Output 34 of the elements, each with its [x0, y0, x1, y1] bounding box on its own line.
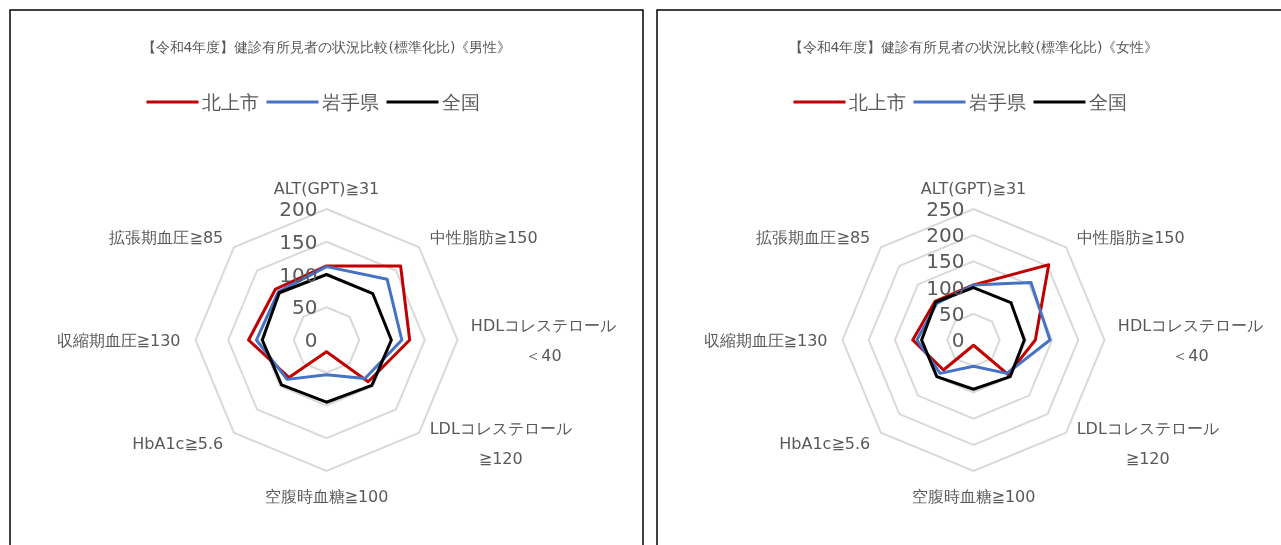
spoke-label: 収縮期血圧≧130	[703, 331, 828, 350]
spoke-label: 中性脂肪≧150	[429, 227, 538, 247]
spoke-label: 空腹時血糖≧100	[264, 487, 389, 506]
y-tick-label: 250	[926, 197, 965, 221]
y-tick-label: 0	[951, 328, 965, 352]
spoke-label: HDLコレステロール＜40	[1117, 316, 1264, 365]
y-tick-label: 0	[304, 328, 318, 352]
spoke-label: 中性脂肪≧150	[1076, 227, 1185, 247]
spoke-label: 収縮期血圧≧130	[56, 331, 181, 350]
y-tick-label: 50	[939, 301, 965, 326]
legend-label: 北上市	[848, 91, 906, 113]
legend-label: 岩手県	[321, 91, 379, 113]
spoke-label: LDLコレステロール≧120	[1076, 419, 1219, 469]
spoke-label: 空腹時血糖≧100	[911, 487, 1036, 506]
spoke-label: HDLコレステロール＜40	[470, 316, 617, 365]
spoke-label: 拡張期血圧≧85	[756, 227, 871, 247]
chart-title: 【令和4年度】健診有所見者の状況比較(標準化比)《女性》	[788, 39, 1159, 55]
spoke-label: HbA1c≧5.6	[779, 434, 871, 454]
spoke-label: ALT(GPT)≧31	[273, 179, 380, 198]
legend-label: 全国	[441, 91, 480, 113]
spoke-label: HbA1c≧5.6	[132, 434, 224, 454]
spoke-label: ALT(GPT)≧31	[920, 179, 1027, 198]
y-tick-label: 200	[926, 223, 965, 248]
spoke-label: LDLコレステロール≧120	[429, 419, 572, 469]
spoke-label: 拡張期血圧≧85	[109, 227, 224, 247]
y-tick-label: 100	[926, 275, 965, 300]
chart-title: 【令和4年度】健診有所見者の状況比較(標準化比)《男性》	[141, 39, 512, 55]
legend-label: 北上市	[201, 91, 259, 113]
legend-label: 全国	[1088, 91, 1127, 113]
y-tick-label: 50	[292, 295, 318, 320]
y-tick-label: 200	[279, 197, 318, 221]
y-tick-label: 150	[279, 229, 318, 254]
y-tick-label: 150	[926, 249, 965, 274]
legend-label: 岩手県	[968, 91, 1026, 113]
